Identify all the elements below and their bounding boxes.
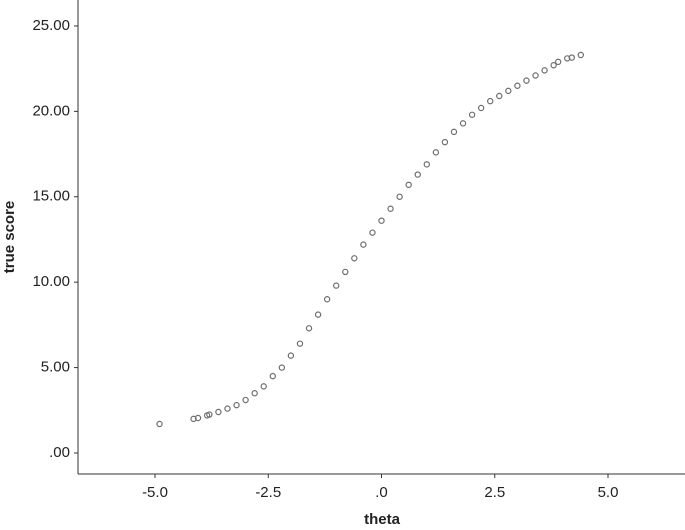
y-tick-label: 20.00 xyxy=(32,102,70,119)
point xyxy=(405,181,412,189)
y-axis-title: true score xyxy=(1,201,18,274)
point xyxy=(450,128,458,136)
point xyxy=(523,77,530,84)
point xyxy=(369,229,376,236)
point xyxy=(351,255,358,262)
point xyxy=(568,54,575,61)
point xyxy=(514,82,521,89)
point xyxy=(206,411,213,418)
point xyxy=(487,97,494,105)
point xyxy=(323,296,331,303)
point xyxy=(396,193,403,200)
point xyxy=(387,205,394,212)
x-tick-label: 2.5 xyxy=(484,484,505,501)
point xyxy=(314,311,322,318)
point xyxy=(360,241,367,248)
y-tick-label: 15.00 xyxy=(32,188,70,205)
y-tick-label: 10.00 xyxy=(32,273,70,290)
y-tick-label: 5.00 xyxy=(41,359,70,376)
point xyxy=(496,92,503,100)
y-tick-label: 25.00 xyxy=(32,17,70,34)
point xyxy=(333,282,340,289)
point xyxy=(287,352,295,359)
point xyxy=(432,149,440,156)
point xyxy=(505,87,512,95)
point xyxy=(441,138,449,146)
point xyxy=(305,325,313,332)
x-tick-label: -2.5 xyxy=(255,484,281,501)
point xyxy=(468,111,476,118)
point xyxy=(414,171,421,178)
point xyxy=(532,72,539,79)
point xyxy=(554,58,562,66)
point xyxy=(541,67,548,74)
point xyxy=(378,217,385,224)
point xyxy=(194,414,202,422)
point xyxy=(278,364,286,371)
point xyxy=(215,408,222,416)
point xyxy=(423,161,430,168)
point xyxy=(269,372,276,380)
x-tick-label: -5.0 xyxy=(142,484,168,501)
point xyxy=(251,390,258,397)
point xyxy=(224,405,231,412)
point xyxy=(550,62,557,69)
y-tick-label: .00 xyxy=(49,444,70,461)
x-tick-label: .0 xyxy=(375,484,388,501)
point xyxy=(296,340,304,347)
x-axis-title: theta xyxy=(364,511,400,528)
point xyxy=(342,268,349,276)
point xyxy=(233,401,240,409)
x-tick-label: 5.0 xyxy=(598,484,619,501)
point xyxy=(577,51,585,59)
point xyxy=(459,120,467,127)
point xyxy=(242,396,249,404)
point xyxy=(156,420,163,428)
point xyxy=(260,383,267,390)
point xyxy=(477,104,485,112)
